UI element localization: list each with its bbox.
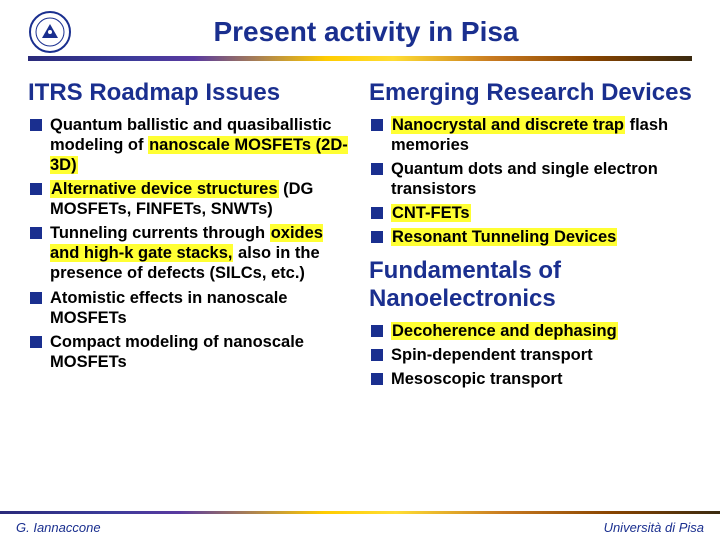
item-highlight: Decoherence and dephasing <box>391 322 618 340</box>
list-item: Spin-dependent transport <box>369 345 692 365</box>
item-highlight: Nanocrystal and discrete trap <box>391 116 625 134</box>
footer-affiliation: Università di Pisa <box>604 520 704 535</box>
section-heading-fundamentals: Fundamentals of Nanoelectronics <box>369 257 692 312</box>
list-item: Quantum ballistic and quasiballistic mod… <box>28 115 351 175</box>
header-row: Present activity in Pisa <box>28 10 692 54</box>
title-underline <box>28 56 692 61</box>
fundamentals-list: Decoherence and dephasing Spin-dependent… <box>369 321 692 389</box>
list-item: CNT-FETs <box>369 203 692 223</box>
list-item: Atomistic effects in nanoscale MOSFETs <box>28 288 351 328</box>
list-item: Compact modeling of nanoscale MOSFETs <box>28 332 351 372</box>
list-item: Tunneling currents through oxides and hi… <box>28 223 351 283</box>
erd-list: Nanocrystal and discrete trap flash memo… <box>369 115 692 248</box>
item-text: Quantum dots and single electron transis… <box>391 160 658 198</box>
page-title: Present activity in Pisa <box>84 16 692 48</box>
item-text: Tunneling currents through <box>50 224 270 242</box>
item-text: Compact modeling of nanoscale MOSFETs <box>50 333 304 371</box>
item-text: Atomistic effects in nanoscale MOSFETs <box>50 289 288 327</box>
left-list: Quantum ballistic and quasiballistic mod… <box>28 115 351 373</box>
item-highlight: CNT-FETs <box>391 204 471 222</box>
list-item: Mesoscopic transport <box>369 369 692 389</box>
item-text: Mesoscopic transport <box>391 370 562 388</box>
item-highlight: Resonant Tunneling Devices <box>391 228 617 246</box>
list-item: Decoherence and dephasing <box>369 321 692 341</box>
section-heading-itrs: ITRS Roadmap Issues <box>28 79 351 107</box>
footer: G. Iannaccone Università di Pisa <box>0 514 720 540</box>
section-heading-erd: Emerging Research Devices <box>369 79 692 107</box>
item-highlight: Alternative device structures <box>50 180 279 198</box>
right-column: Emerging Research Devices Nanocrystal an… <box>369 79 692 399</box>
university-seal-icon <box>28 10 72 54</box>
list-item: Alternative device structures (DG MOSFET… <box>28 179 351 219</box>
footer-author: G. Iannaccone <box>16 520 101 535</box>
list-item: Nanocrystal and discrete trap flash memo… <box>369 115 692 155</box>
slide: Present activity in Pisa ITRS Roadmap Is… <box>0 0 720 540</box>
item-text: Spin-dependent transport <box>391 346 593 364</box>
list-item: Quantum dots and single electron transis… <box>369 159 692 199</box>
list-item: Resonant Tunneling Devices <box>369 227 692 247</box>
content-columns: ITRS Roadmap Issues Quantum ballistic an… <box>28 79 692 399</box>
left-column: ITRS Roadmap Issues Quantum ballistic an… <box>28 79 351 399</box>
